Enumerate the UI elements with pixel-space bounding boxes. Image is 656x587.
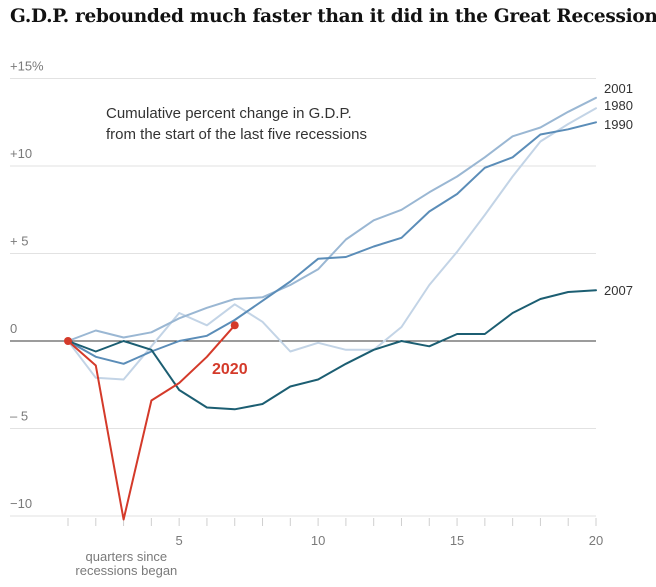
series-line-2007: [67, 289, 597, 411]
x-tick-label: 5: [176, 533, 183, 548]
y-tick-label: +10: [10, 146, 32, 161]
x-tick-label: 15: [450, 533, 464, 548]
y-tick-label: + 5: [10, 234, 28, 249]
series-label-2001: 2001: [604, 81, 633, 96]
series-label-1990: 1990: [604, 117, 633, 132]
series-line-1980: [67, 107, 597, 381]
series-endpoint-2020: [64, 337, 72, 345]
chart-note: Cumulative percent change in G.D.P.: [106, 105, 352, 122]
y-tick-label: +15%: [10, 59, 44, 74]
chart-note: from the start of the last five recessio…: [106, 126, 367, 143]
series-endpoint-2020: [230, 321, 239, 330]
chart-title: G.D.P. rebounded much faster than it did…: [10, 6, 656, 27]
y-tick-label: – 5: [10, 409, 28, 424]
x-tick-label: 20: [589, 533, 603, 548]
x-axis-label: quarters since: [86, 549, 168, 564]
y-tick-label: −10: [10, 496, 32, 511]
x-tick-label: 10: [311, 533, 325, 548]
series-label-2007: 2007: [604, 283, 633, 298]
x-axis-label: recessions began: [75, 563, 177, 578]
series-line-1990: [67, 121, 597, 365]
series-label-1980: 1980: [604, 98, 633, 113]
series-label-2020: 2020: [212, 361, 248, 378]
y-tick-label: 0: [10, 321, 17, 336]
series-line-2020: [67, 324, 236, 521]
series-line-2001: [67, 96, 597, 342]
